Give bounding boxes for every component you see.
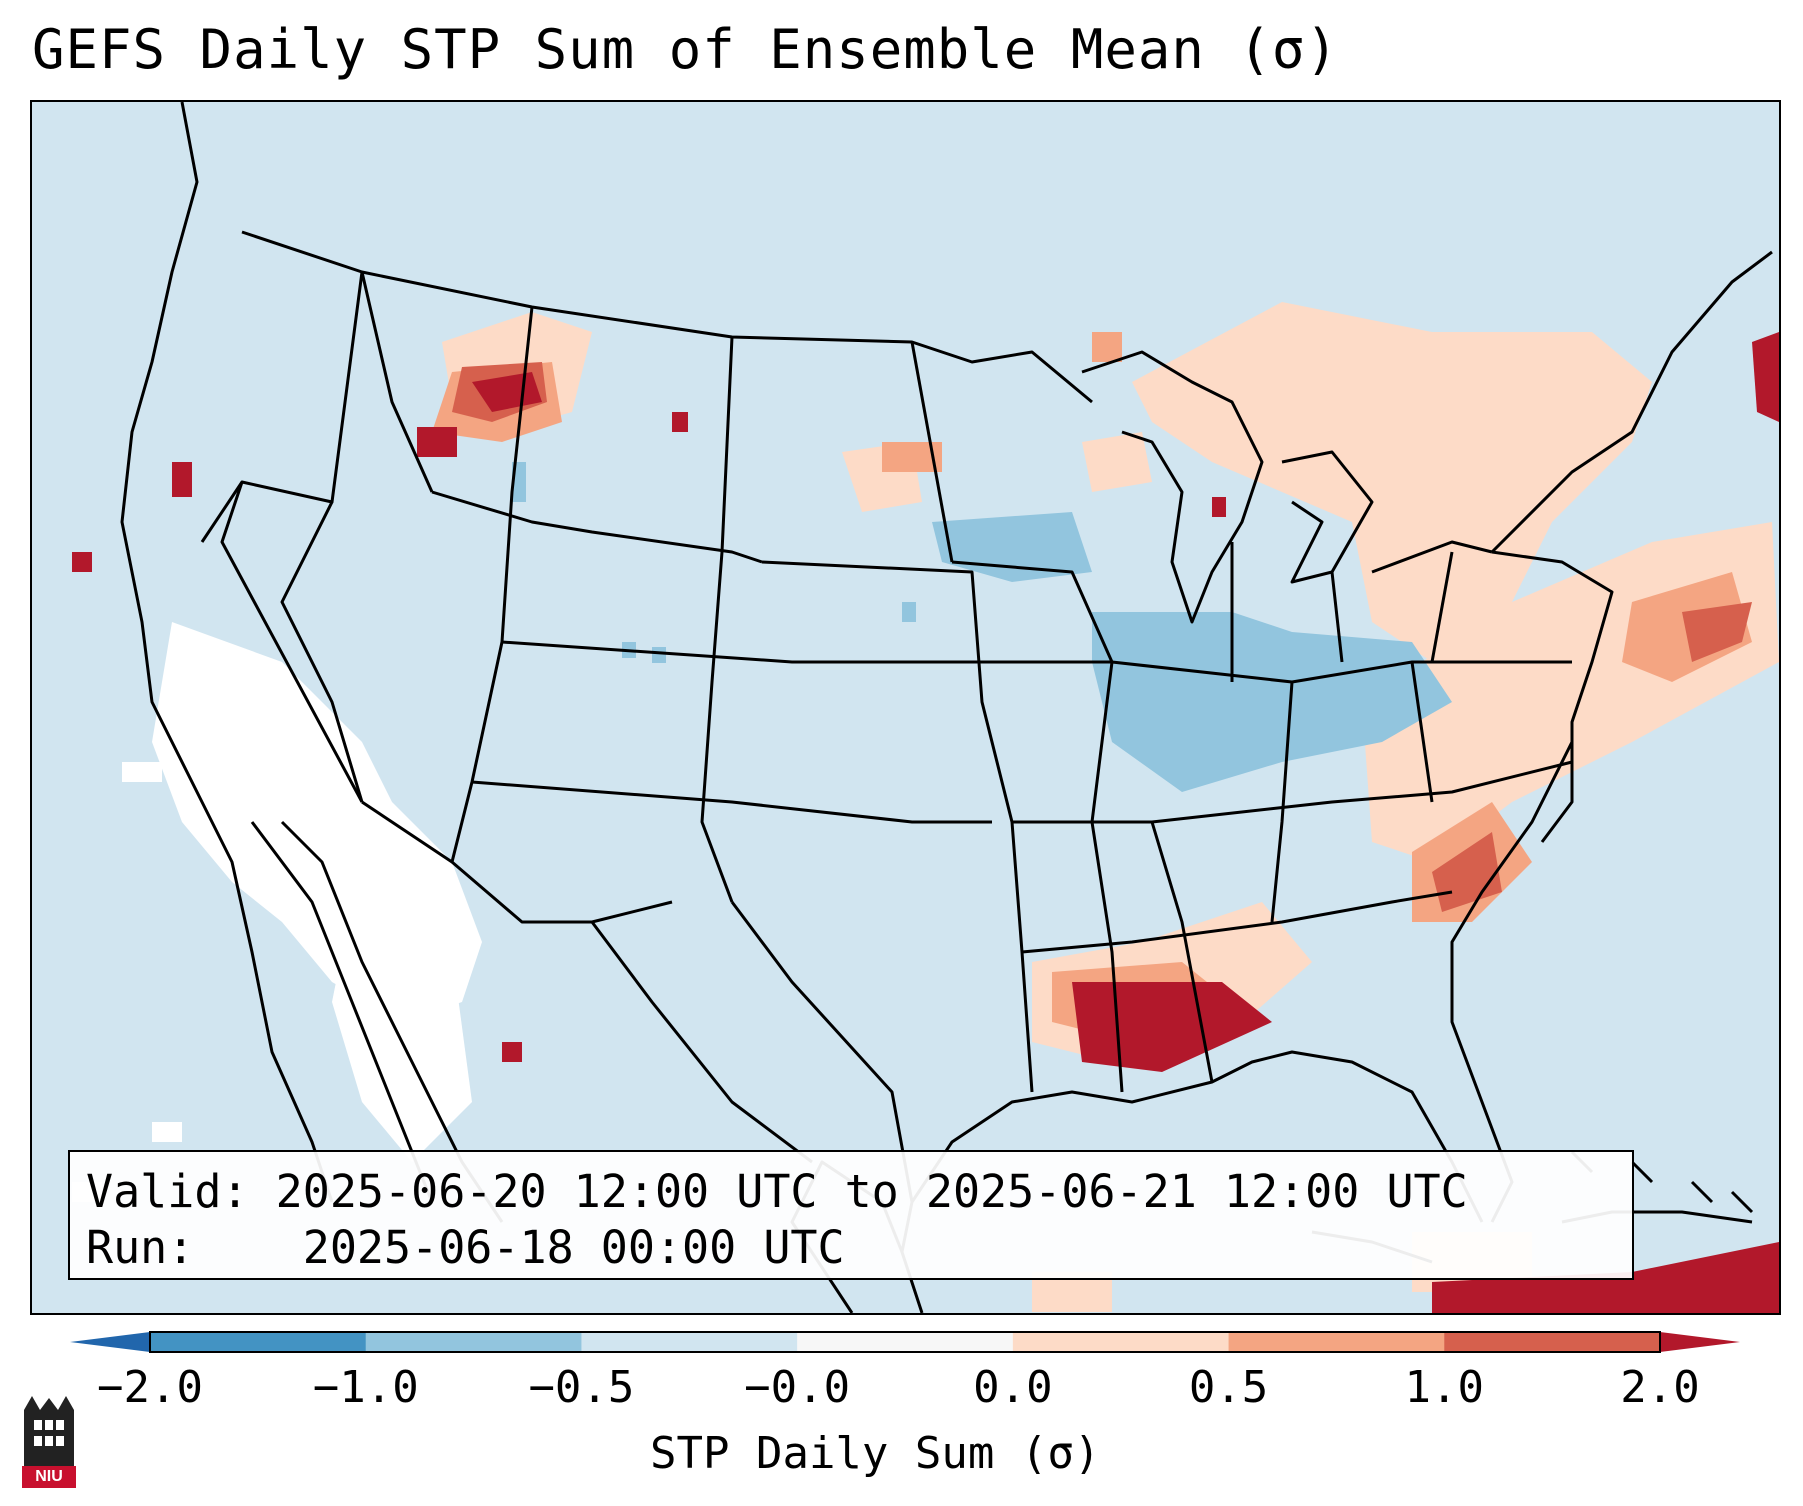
- colorbar-tick-label: −0.0: [744, 1362, 851, 1413]
- us-canada-border: [241, 230, 1093, 404]
- niu-logo: [22, 1396, 76, 1488]
- colorbar-bin: [150, 1332, 367, 1352]
- validity-info-box: Valid: 2025-06-20 12:00 UTC to 2025-06-2…: [68, 1150, 1634, 1280]
- colorbar-bin: [581, 1332, 798, 1352]
- colorbar-bin: [1228, 1332, 1445, 1352]
- run-label: Run:: [86, 1221, 195, 1274]
- boundaries: [120, 102, 1773, 1313]
- colorbar-tick-label: 1.0: [1404, 1362, 1485, 1413]
- map-canvas: [32, 102, 1779, 1313]
- colorbar-tick-label: −2.0: [97, 1362, 203, 1413]
- colorbar-tick-label: 2.0: [1620, 1362, 1700, 1413]
- pacific-coastline: [120, 102, 334, 1203]
- run-value: 2025-06-18 00:00 UTC: [302, 1221, 845, 1274]
- colorbar-bin: [1012, 1332, 1230, 1352]
- colorbar-tick-label: 0.5: [1188, 1362, 1269, 1413]
- valid-label: Valid:: [86, 1165, 249, 1218]
- niu-logo-text: NIU: [35, 1468, 63, 1485]
- colorbar-bin: [797, 1332, 1014, 1352]
- valid-value: 2025-06-20 12:00 UTC to 2025-06-21 12:00…: [275, 1165, 1468, 1218]
- colorbar: [70, 1331, 1740, 1353]
- colorbar-bin: [1444, 1332, 1661, 1352]
- colorbar-label: STP Daily Sum (σ): [650, 1428, 1101, 1479]
- colorbar-bins: [150, 1332, 1661, 1352]
- map-panel: [30, 100, 1781, 1315]
- colorbar-tick-label: −1.0: [312, 1362, 419, 1413]
- colorbar-frame: [149, 1331, 1661, 1353]
- gulf-coast-max: [1072, 982, 1272, 1072]
- colorbar-tick-label: −0.5: [528, 1362, 635, 1413]
- colorbar-tick-label: 0.0: [973, 1362, 1053, 1413]
- colorbar-bin: [365, 1332, 582, 1352]
- chart-title: GEFS Daily STP Sum of Ensemble Mean (σ): [32, 18, 1339, 81]
- great-lakes: [1081, 350, 1264, 624]
- colorbar-extend-low: [70, 1332, 150, 1352]
- colorbar-extend-high: [1660, 1332, 1740, 1352]
